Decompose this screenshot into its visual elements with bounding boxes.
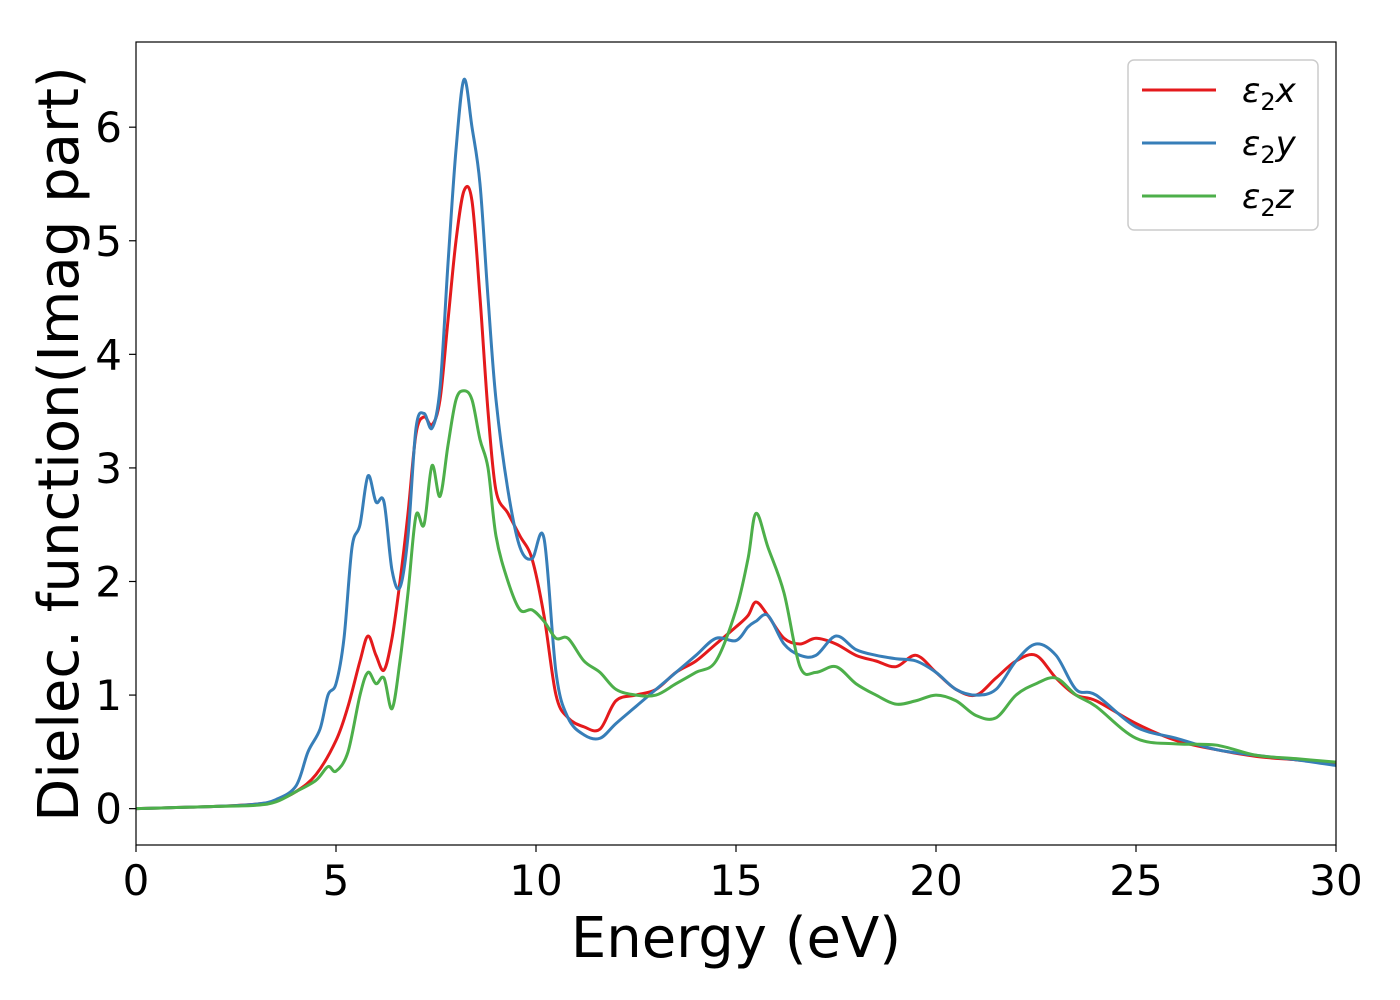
y-axis-label: Dielec. function(Imag part) [27,66,92,822]
series-line-x [135,184,1337,811]
y-axis-ticks: 0 1 2 3 4 5 6 [95,103,136,834]
series-line-z [135,389,1337,811]
legend-label-z: ε2z [1242,177,1295,222]
series-line-y [135,77,1337,811]
y-tick-label: 4 [95,330,122,379]
y-tick-label: 6 [95,103,122,152]
x-axis-label: Energy (eV) [571,906,901,971]
y-tick-label: 1 [95,671,122,720]
x-tick-label: 25 [1109,856,1162,905]
x-tick-label: 5 [323,856,350,905]
x-tick-label: 30 [1309,856,1362,905]
x-axis-ticks: 0 5 10 15 20 25 30 [123,845,1363,905]
legend-label-y: ε2y [1242,124,1297,169]
y-tick-label: 2 [95,557,122,606]
x-tick-label: 20 [909,856,962,905]
series-lines [135,77,1337,811]
y-tick-label: 0 [95,785,122,834]
y-tick-label: 5 [95,217,122,266]
x-tick-label: 15 [709,856,762,905]
y-tick-label: 3 [95,444,122,493]
legend-frame [1127,59,1319,231]
legend-label-x: ε2x [1242,71,1297,116]
legend: ε2x ε2y ε2z [1127,59,1319,231]
x-tick-label: 0 [123,856,150,905]
x-tick-label: 10 [509,856,562,905]
